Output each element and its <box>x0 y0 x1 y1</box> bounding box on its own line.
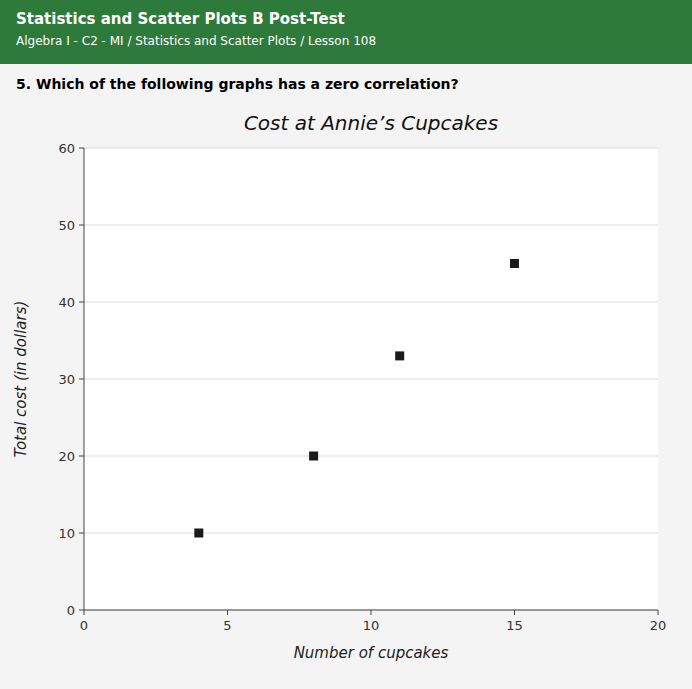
x-tick-label: 0 <box>80 618 88 633</box>
grid <box>84 148 658 610</box>
grid-line <box>84 302 658 303</box>
y-tick-label: 50 <box>58 218 75 233</box>
chart-container: 0 5 10 15 20 0 10 20 30 40 50 60 Cost at Annie’s Cup… <box>0 96 692 676</box>
x-tick <box>84 610 85 615</box>
points <box>194 259 519 538</box>
x-tick <box>514 610 515 615</box>
page: {"chart_data": {"type": "scatter", "titl… <box>0 0 692 689</box>
y-tick <box>79 302 84 303</box>
y-axis: 0 10 20 30 40 50 60 <box>58 141 84 618</box>
header-subtitle: Algebra I - C2 - MI / Statistics and Sca… <box>16 34 676 48</box>
y-tick <box>79 610 84 611</box>
grid-line <box>84 533 658 534</box>
grid-line <box>84 225 658 226</box>
header: Statistics and Scatter Plots B Post-Test… <box>0 0 692 64</box>
x-tick-label: 15 <box>506 618 523 633</box>
x-tick <box>371 610 372 615</box>
point <box>395 351 404 360</box>
chart: 0 5 10 15 20 0 10 20 30 40 50 60 Cost at Annie’s Cup… <box>0 96 692 676</box>
x-tick <box>227 610 228 615</box>
y-tick-label: 60 <box>58 141 75 156</box>
y-tick <box>79 148 84 149</box>
y-tick-label: 40 <box>58 295 75 310</box>
question: 5. Which of the following graphs has a z… <box>0 64 692 96</box>
x-tick-label: 5 <box>223 618 231 633</box>
x-tick <box>658 610 659 615</box>
grid-line <box>84 379 658 380</box>
y-tick-label: 10 <box>58 526 75 541</box>
title: Cost at Annie’s Cupcakes <box>244 111 498 135</box>
x-tick-label: 20 <box>650 618 667 633</box>
y-axis-label: Total cost (in dollars) <box>12 301 30 458</box>
y-tick <box>79 225 84 226</box>
y-tick-label: 30 <box>58 372 75 387</box>
y-tick <box>79 533 84 534</box>
point <box>309 452 318 461</box>
y-tick <box>79 379 84 380</box>
x-axis: 0 5 10 15 20 <box>80 610 666 633</box>
plot-background <box>84 148 658 610</box>
x-axis-label: Number of cupcakes <box>294 644 449 662</box>
grid-line <box>84 456 658 457</box>
x-tick-label: 10 <box>363 618 380 633</box>
header-title: Statistics and Scatter Plots B Post-Test <box>16 10 676 28</box>
y-tick <box>79 456 84 457</box>
y-tick-label: 0 <box>67 603 75 618</box>
point <box>510 259 519 268</box>
grid-line <box>84 148 658 149</box>
y-tick-label: 20 <box>58 449 75 464</box>
point <box>194 529 203 538</box>
